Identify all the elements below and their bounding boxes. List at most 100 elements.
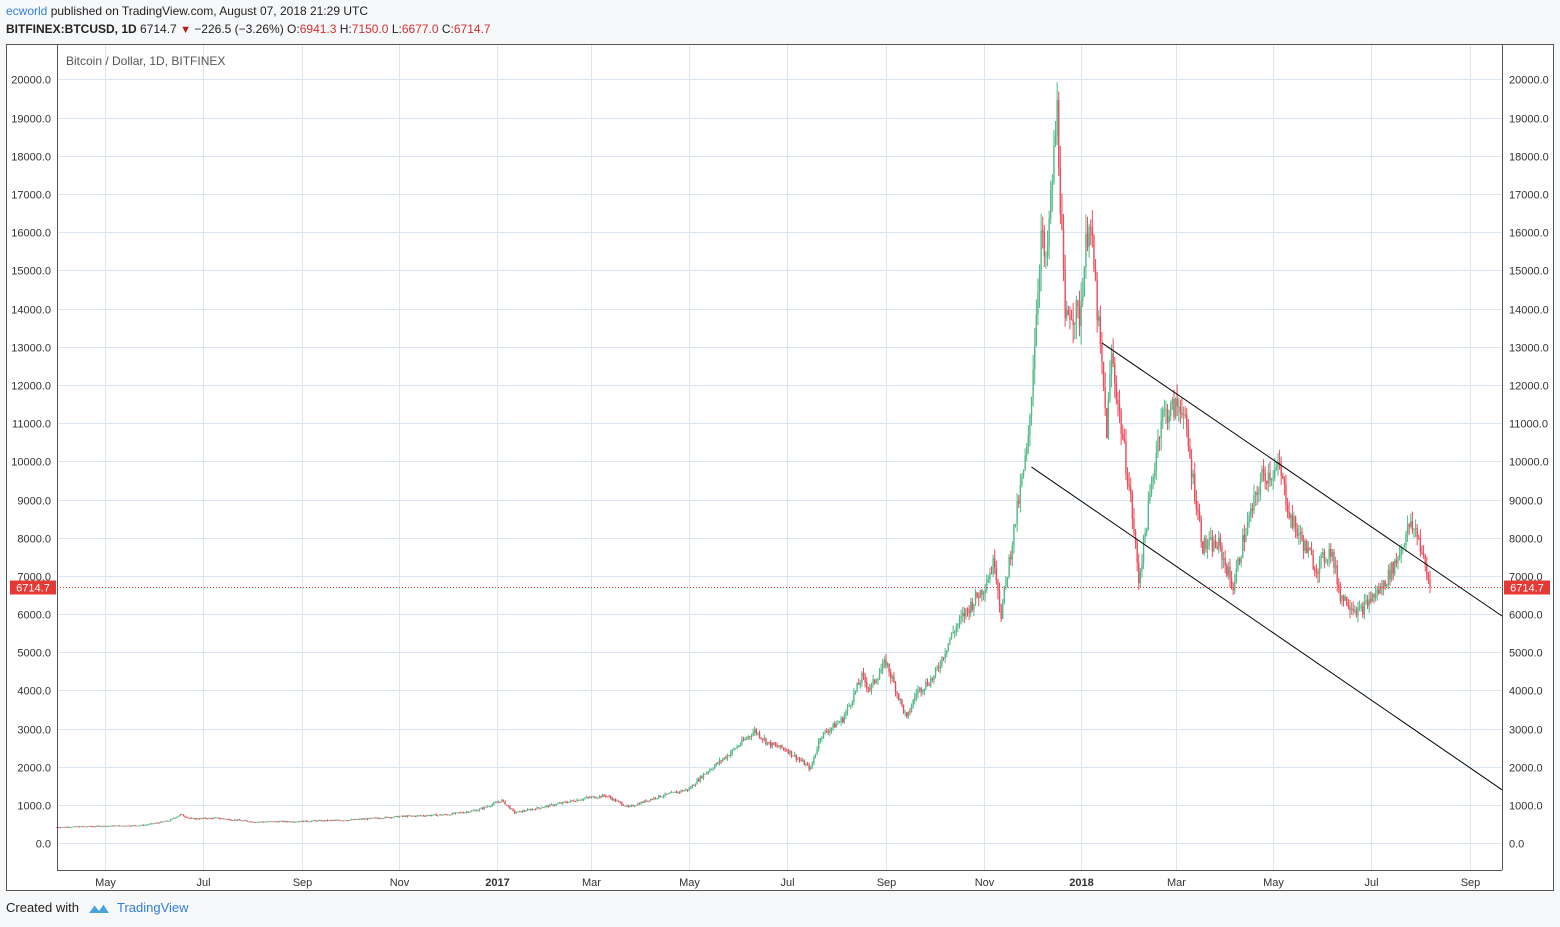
candle-body	[616, 800, 618, 802]
candle-body	[992, 558, 994, 574]
candle-body	[1202, 541, 1204, 554]
candle-body	[472, 810, 474, 812]
candle-body	[1083, 268, 1086, 297]
candle-body	[906, 712, 908, 717]
candle-body	[505, 804, 508, 806]
candle-body	[69, 827, 71, 829]
candle-body	[453, 813, 455, 814]
candle-body	[1323, 552, 1326, 562]
candle-body	[1390, 562, 1393, 580]
candle-body	[421, 815, 423, 817]
author-link[interactable]: ecworld	[6, 4, 48, 18]
x-tick-label: 2017	[485, 877, 509, 889]
candle-body	[387, 817, 389, 818]
candle-body	[489, 805, 492, 807]
candle-body	[229, 819, 231, 821]
candle-body	[1245, 534, 1247, 542]
candle-body	[974, 592, 977, 604]
y-tick-label-right: 11000.0	[1509, 419, 1548, 431]
candle-body	[802, 760, 804, 762]
candle-body	[1157, 437, 1159, 454]
candle-body	[77, 826, 79, 828]
candle-body	[617, 800, 620, 802]
candle-body	[779, 744, 782, 748]
candle-body	[997, 580, 999, 591]
y-tick-label-left: 8000.0	[17, 534, 51, 546]
candle-body	[947, 643, 950, 651]
candle-body	[1416, 528, 1418, 538]
candle-body	[1274, 469, 1276, 478]
x-tick-label: Jul	[196, 877, 210, 889]
candle-body	[657, 795, 660, 799]
candle-body	[777, 746, 780, 748]
candle-body	[1155, 453, 1158, 471]
candle-body	[1213, 540, 1215, 552]
candle-body	[185, 816, 188, 818]
candle-body	[861, 672, 863, 683]
candle-body	[1200, 519, 1202, 542]
candle-body	[601, 794, 604, 798]
candle-body	[938, 667, 940, 669]
trendlines[interactable]	[1031, 342, 1503, 791]
candle-body	[277, 821, 279, 823]
candle-body	[632, 805, 634, 807]
tradingview-link[interactable]: TradingView	[116, 900, 189, 915]
candle-body	[121, 825, 124, 827]
candle-body	[1333, 551, 1335, 568]
y-tick-label-left: 16000.0	[11, 228, 51, 240]
y-tick-label-right: 19000.0	[1509, 114, 1549, 126]
candle-body	[597, 797, 599, 799]
candle-body	[883, 659, 886, 663]
candle-body	[1347, 605, 1350, 608]
candle-body	[560, 802, 562, 804]
candle-body	[1418, 537, 1420, 539]
candle-body	[725, 757, 727, 759]
candle-body	[1139, 571, 1142, 584]
candle-body	[752, 732, 754, 736]
candle-body	[181, 814, 183, 816]
candle-body	[896, 692, 898, 694]
candle-body	[1368, 599, 1370, 606]
candle-body	[1198, 511, 1201, 520]
candle-body	[1050, 189, 1052, 219]
candle-body	[243, 820, 245, 822]
candle-body	[222, 818, 225, 820]
candle-body	[739, 744, 741, 746]
candle-body	[301, 820, 303, 822]
candle-body	[134, 825, 137, 827]
candle-body	[846, 706, 849, 712]
trendline[interactable]	[1031, 466, 1503, 791]
candle-body	[1250, 508, 1252, 517]
candle-body	[619, 801, 621, 803]
candle-body	[926, 682, 929, 686]
candle-body	[112, 825, 114, 827]
candle-body	[1414, 528, 1417, 530]
trendline[interactable]	[1101, 342, 1503, 617]
candle-body	[317, 820, 319, 822]
candle-body	[627, 805, 629, 807]
candle-body	[645, 800, 647, 802]
candle-body	[1186, 414, 1188, 429]
x-tick-label: May	[1263, 877, 1284, 889]
candle-body	[744, 738, 746, 741]
candle-body	[1168, 415, 1170, 423]
candle-body	[85, 826, 87, 828]
candle-body	[115, 825, 117, 827]
candle-body	[561, 801, 564, 804]
candle-body	[157, 822, 159, 824]
candle-body	[686, 789, 689, 791]
candle-body	[1066, 310, 1068, 318]
candle-body	[753, 729, 756, 733]
candle-body	[1267, 472, 1270, 484]
candle-body	[331, 820, 333, 822]
candle-body	[776, 744, 778, 747]
candle-body	[986, 582, 988, 591]
candle-body	[1381, 585, 1383, 589]
candle-body	[385, 816, 388, 818]
candle-body	[832, 723, 834, 728]
candle-body	[1285, 484, 1287, 505]
candle-body	[1230, 577, 1233, 588]
candle-body	[1234, 582, 1236, 591]
candle-body	[569, 800, 572, 802]
